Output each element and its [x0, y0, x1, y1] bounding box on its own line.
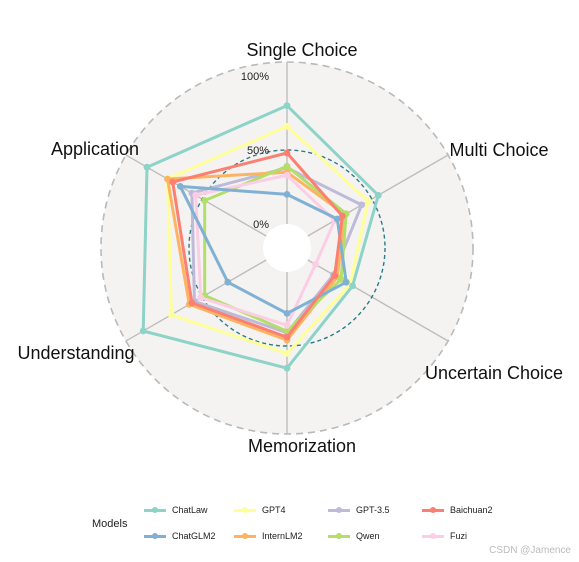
legend-label: GPT4 — [262, 505, 286, 515]
data-point — [192, 191, 200, 199]
legend-title: Models — [92, 518, 128, 530]
legend-item-gpt4: GPT4 — [234, 504, 286, 516]
legend-label: ChatGLM2 — [172, 531, 216, 541]
legend-swatch — [328, 530, 350, 542]
legend-item-chatlaw: ChatLaw — [144, 504, 208, 516]
watermark: CSDN @Jamence — [489, 545, 571, 556]
data-point — [283, 333, 291, 341]
data-point — [342, 278, 350, 286]
data-point — [283, 310, 291, 317]
data-point — [283, 102, 291, 109]
data-point — [312, 261, 319, 268]
data-point — [349, 282, 356, 290]
legend-label: Qwen — [356, 531, 380, 541]
chart-series — [139, 102, 382, 372]
data-point — [169, 178, 177, 186]
legend-swatch — [328, 504, 350, 516]
legend-label: Fuzi — [450, 531, 468, 541]
data-point — [197, 294, 205, 302]
legend-swatch — [422, 504, 444, 516]
data-point — [283, 149, 291, 157]
legend-swatch — [234, 504, 256, 516]
legend-label: GPT-3.5 — [356, 505, 390, 515]
radial-tick-label: 100% — [241, 71, 269, 83]
axis-label: Multi Choice — [449, 140, 548, 160]
data-point — [331, 272, 339, 279]
data-point — [224, 278, 232, 286]
data-point — [283, 171, 291, 179]
data-point — [283, 191, 291, 198]
legend-item-fuzi: Fuzi — [422, 530, 467, 542]
axis-label: Understanding — [17, 343, 134, 363]
data-point — [168, 311, 175, 319]
legend-label: Baichuan2 — [450, 505, 493, 515]
inner-hole — [263, 224, 311, 272]
data-point — [176, 183, 184, 190]
data-point — [364, 197, 372, 205]
chart-legend: Models ChatLaw GPT4 GPT-3.5 Baichuan2 ChatGL… — [92, 500, 562, 550]
axis-label: Uncertain Choice — [425, 363, 563, 383]
radial-tick-label: 50% — [247, 145, 269, 157]
data-point — [164, 175, 171, 183]
legend-item-internlm2: InternLM2 — [234, 530, 303, 542]
data-point — [333, 215, 341, 223]
legend-label: InternLM2 — [262, 531, 303, 541]
legend-swatch — [234, 530, 256, 542]
legend-swatch — [422, 530, 444, 542]
axis-label: Single Choice — [246, 40, 357, 60]
data-point — [374, 191, 382, 199]
axis-label: Application — [51, 139, 139, 159]
legend-swatch — [144, 504, 166, 516]
data-point — [143, 163, 151, 171]
legend-item-chatglm2: ChatGLM2 — [144, 530, 216, 542]
data-point — [188, 299, 196, 307]
data-point — [337, 275, 345, 283]
legend-swatch — [144, 530, 166, 542]
data-point — [139, 327, 147, 335]
legend-label: ChatLaw — [172, 505, 208, 515]
data-point — [201, 197, 209, 204]
chart-labels: 0% 50% 100% Single Choice Multi Choice Uncert… — [17, 40, 563, 456]
data-point — [283, 162, 291, 170]
legend-item-gpt-3.5: GPT-3.5 — [328, 504, 390, 516]
legend-item-qwen: Qwen — [328, 530, 380, 542]
data-point — [283, 321, 291, 329]
radial-tick-label: 0% — [253, 219, 269, 231]
data-point — [283, 364, 291, 372]
data-point — [283, 350, 291, 357]
reference-circle-50 — [188, 149, 386, 347]
axis-label: Memorization — [248, 436, 356, 456]
legend-item-baichuan2: Baichuan2 — [422, 504, 493, 516]
data-point — [358, 201, 365, 209]
data-point — [283, 122, 291, 130]
data-point — [339, 212, 346, 220]
